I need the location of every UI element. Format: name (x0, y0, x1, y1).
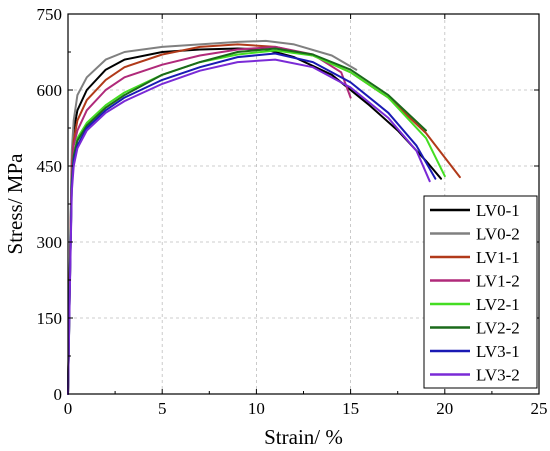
x-tick-label: 10 (248, 399, 265, 418)
series-line-lv0-2 (67, 39, 358, 395)
x-axis-title: Strain/ % (264, 425, 343, 449)
series-line-lv1-2 (67, 45, 352, 395)
y-tick-label: 750 (37, 5, 63, 24)
legend-label-lv3-1: LV3-1 (476, 342, 520, 361)
y-tick-label: 300 (37, 233, 63, 252)
legend-label-lv2-2: LV2-2 (476, 319, 520, 338)
legend-label-lv0-2: LV0-2 (476, 225, 520, 244)
x-tick-label: 0 (64, 399, 73, 418)
legend-box (423, 195, 538, 389)
y-tick-label: 450 (37, 157, 63, 176)
series-line-lv3-2 (67, 58, 431, 395)
y-axis-title: Stress/ MPa (3, 153, 27, 255)
legend-label-lv1-1: LV1-1 (476, 248, 520, 267)
y-tick-label: 0 (54, 385, 63, 404)
legend-label-lv1-2: LV1-2 (476, 272, 520, 291)
series-lines (67, 39, 461, 395)
series-line-lv3-1 (67, 52, 437, 395)
legend-label-lv2-1: LV2-1 (476, 295, 520, 314)
x-tick-label: 5 (158, 399, 167, 418)
x-tick-label: 20 (436, 399, 453, 418)
y-tick-label: 600 (37, 81, 63, 100)
legend-label-lv3-2: LV3-2 (476, 366, 520, 385)
axis-ticks: 0 5 10 15 20 25 0 150 300 450 600 750 (37, 5, 548, 418)
x-tick-label: 15 (342, 399, 359, 418)
legend: LV0-1 LV0-2 LV1-1 LV1-2 LV2-1 LV2-2 LV3-1 LV3-2 (423, 195, 538, 389)
y-tick-label: 150 (37, 309, 63, 328)
legend-label-lv0-1: LV0-1 (476, 201, 520, 220)
x-tick-label: 25 (531, 399, 548, 418)
